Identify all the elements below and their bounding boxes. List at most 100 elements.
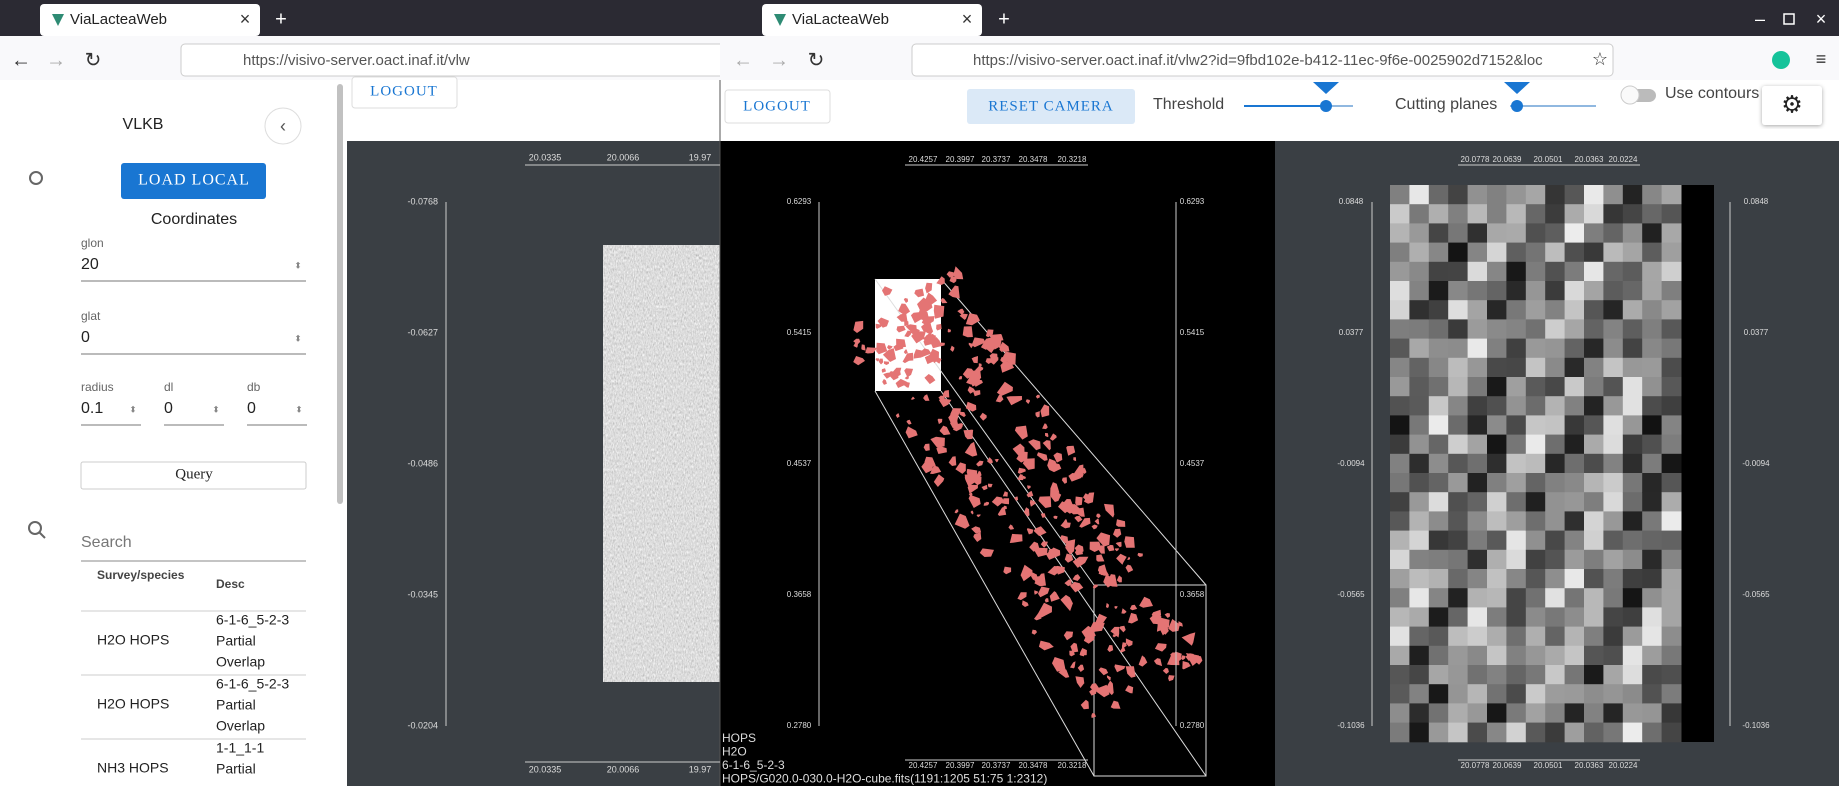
- logout-button[interactable]: [351, 76, 458, 109]
- slice-pixel: [1409, 338, 1430, 359]
- logout-button[interactable]: [724, 89, 831, 124]
- blob: [1106, 544, 1115, 552]
- back[interactable]: ←: [733, 49, 753, 71]
- slice-pixel: [1409, 434, 1430, 455]
- reset-camera-button[interactable]: [967, 89, 1135, 124]
- blob: [967, 386, 976, 394]
- row-name: H2O HOPS: [97, 632, 169, 648]
- spinner[interactable]: ⬍: [294, 333, 302, 343]
- slice-pixel: [1487, 204, 1507, 224]
- blob: [1040, 404, 1050, 418]
- tick-label: 20.0639: [1493, 155, 1522, 164]
- slice-pixel: [1603, 415, 1624, 436]
- slice-pixel: [1603, 319, 1624, 340]
- spinner[interactable]: ⬍: [129, 404, 137, 414]
- menu[interactable]: ≡: [1816, 49, 1827, 69]
- blob: [1038, 586, 1050, 598]
- blob: [904, 330, 912, 338]
- settings-button[interactable]: [1762, 86, 1822, 125]
- slice-pixel: [1390, 492, 1410, 512]
- slice-pixel: [1564, 626, 1585, 647]
- blob: [987, 457, 993, 464]
- blob: [1138, 655, 1148, 667]
- sidebar-title: VLKB: [123, 116, 164, 133]
- blob: [1164, 613, 1170, 618]
- slice-pixel: [1545, 357, 1566, 378]
- blob: [922, 333, 937, 345]
- slice-pixel: [1603, 684, 1624, 704]
- blob: [1091, 713, 1096, 718]
- query-button[interactable]: [80, 461, 307, 490]
- slice-pixel: [1642, 242, 1663, 263]
- slice-pixel: [1545, 588, 1566, 608]
- slice-pixel: [1409, 261, 1430, 282]
- slice-pixel: [1661, 357, 1682, 378]
- tab[interactable]: [40, 4, 260, 36]
- bookmark[interactable]: ☆: [1592, 49, 1608, 69]
- collapse-button[interactable]: [264, 107, 302, 145]
- blob: [892, 367, 902, 376]
- slice-pixel: [1506, 223, 1527, 244]
- slice-pixel: [1545, 415, 1566, 436]
- blob: [962, 326, 973, 338]
- reload[interactable]: ↻: [808, 49, 825, 71]
- slice-pixel: [1428, 588, 1449, 608]
- blob: [1042, 440, 1051, 451]
- forward[interactable]: →: [769, 49, 789, 71]
- back[interactable]: ←: [11, 49, 31, 71]
- cube-edge: [874, 390, 1095, 777]
- slice-pixel: [1564, 185, 1585, 205]
- blob: [1181, 632, 1196, 646]
- extension[interactable]: [1772, 51, 1790, 69]
- blob: [1121, 642, 1127, 649]
- slice-pixel: [1506, 242, 1527, 263]
- slice-pixel: [1525, 607, 1546, 628]
- blob: [973, 532, 982, 542]
- slice-pixel: [1622, 607, 1643, 628]
- new-tab[interactable]: +: [998, 8, 1010, 30]
- tab[interactable]: [762, 4, 982, 36]
- maximize[interactable]: [1783, 13, 1795, 25]
- spinner[interactable]: ⬍: [295, 404, 303, 414]
- slice-pixel: [1545, 453, 1566, 474]
- slice-pixel: [1622, 645, 1643, 666]
- blob: [1119, 647, 1126, 653]
- slice-pixel: [1428, 377, 1449, 397]
- slice-pixel: [1409, 645, 1430, 666]
- slice-pixel: [1487, 453, 1507, 474]
- blob: [904, 376, 909, 380]
- blob: [936, 276, 945, 285]
- new-tab[interactable]: +: [275, 8, 287, 30]
- close[interactable]: ×: [1816, 9, 1827, 29]
- slice-pixel: [1525, 722, 1546, 743]
- slice-pixel: [1487, 281, 1507, 301]
- slice-pixel: [1642, 204, 1663, 224]
- scrollbar: [337, 84, 343, 504]
- blob: [970, 510, 974, 515]
- spinner[interactable]: ⬍: [212, 404, 220, 414]
- tick-label: -0.0565: [1742, 590, 1770, 599]
- forward[interactable]: →: [46, 49, 66, 71]
- slice-pixel: [1487, 549, 1507, 570]
- load-local-button[interactable]: [121, 163, 266, 199]
- cutting-knob[interactable]: [1511, 100, 1523, 112]
- db-icon: [29, 171, 43, 185]
- blob: [1114, 548, 1119, 552]
- url-box[interactable]: [911, 43, 1614, 77]
- search-icon: [38, 531, 46, 539]
- row-desc: Partial: [216, 633, 256, 649]
- spinner[interactable]: ⬍: [294, 260, 302, 270]
- slice-pixel: [1545, 261, 1566, 282]
- tab-close[interactable]: ×: [240, 9, 251, 29]
- slice-pixel: [1487, 569, 1507, 589]
- tab-close[interactable]: ×: [962, 9, 973, 29]
- blob: [1074, 515, 1083, 523]
- slice-pixel: [1448, 511, 1469, 532]
- slice-pixel: [1390, 415, 1410, 436]
- slice-pixel: [1564, 511, 1585, 532]
- slice-pixel: [1409, 377, 1430, 397]
- minimize[interactable]: –: [1755, 9, 1765, 29]
- threshold-knob[interactable]: [1320, 100, 1332, 112]
- reload[interactable]: ↻: [85, 49, 102, 71]
- slice-pixel: [1564, 357, 1585, 378]
